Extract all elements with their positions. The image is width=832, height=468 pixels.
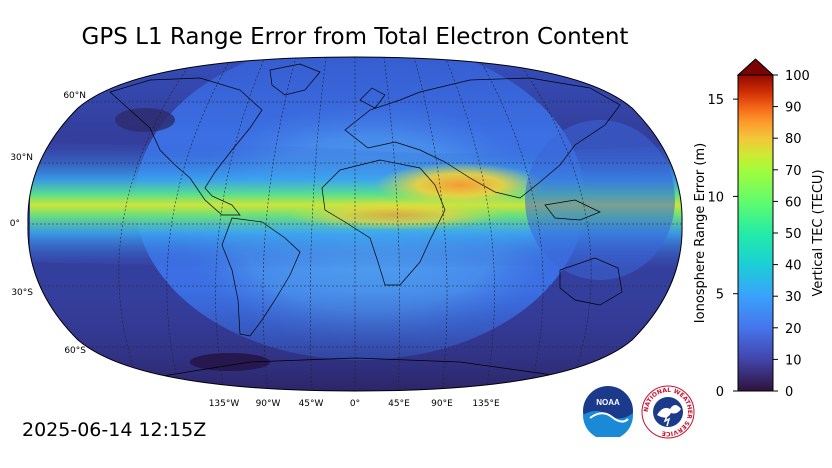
coastlines bbox=[109, 63, 623, 379]
noaa-logo: NOAA bbox=[583, 386, 633, 437]
right-tick-label: 30 bbox=[785, 290, 802, 305]
colorbar-right-axis-label: Vertical TEC (TECU) bbox=[811, 169, 826, 296]
graticule-lon-e1 bbox=[383, 57, 401, 391]
australia-coast bbox=[559, 257, 623, 306]
colorbar-left-axis-label: Ionosphere Range Error (m) bbox=[693, 143, 708, 323]
nws-logo: NATIONAL WEATHER SERVICE bbox=[641, 385, 695, 439]
right-tick-label: 0 bbox=[785, 385, 793, 400]
eurasia-coast bbox=[344, 77, 621, 199]
left-tick-label: 15 bbox=[707, 93, 724, 108]
africa-coast bbox=[321, 159, 446, 286]
right-tick-group: 0 10 20 30 40 50 60 70 80 90 100 bbox=[773, 69, 810, 400]
right-tick-label: 40 bbox=[785, 259, 802, 274]
graticule-lon-w2 bbox=[262, 57, 297, 391]
right-tick-label: 80 bbox=[785, 132, 802, 147]
right-tick-label: 100 bbox=[785, 69, 810, 84]
left-tick-label: 5 bbox=[716, 288, 724, 303]
lon-label-90e: 90°E bbox=[431, 399, 453, 409]
graticule-lon-e4 bbox=[479, 59, 544, 391]
north-america-coast bbox=[109, 77, 263, 216]
maritime-asia-coast bbox=[544, 199, 601, 221]
lon-label-90w: 90°W bbox=[256, 399, 281, 409]
south-america-coast bbox=[221, 217, 301, 337]
lat-label-60s: 60°S bbox=[64, 346, 86, 356]
right-tick-label: 50 bbox=[785, 227, 802, 242]
lon-label-0: 0° bbox=[350, 399, 360, 409]
graticule-lon-w1 bbox=[309, 57, 327, 391]
lat-label-0: 0° bbox=[10, 219, 20, 229]
right-tick-label: 90 bbox=[785, 101, 802, 116]
left-tick-label: 0 bbox=[716, 385, 724, 400]
noaa-logo-text: NOAA bbox=[596, 398, 620, 407]
graticule-lon-w3 bbox=[215, 57, 266, 391]
south-dark-spot bbox=[190, 353, 270, 371]
east-patch bbox=[525, 120, 675, 280]
scandinavia-coast bbox=[359, 87, 386, 109]
left-tick-group: 0 5 10 15 bbox=[707, 93, 738, 400]
timestamp-label: 2025-06-14 12:15Z bbox=[22, 419, 207, 441]
colorbar-gradient bbox=[737, 74, 774, 392]
graticule-lon-w4 bbox=[166, 59, 231, 391]
lon-label-135e: 135°E bbox=[472, 399, 500, 409]
nws-logo-cloud-icon bbox=[657, 405, 681, 418]
colorbar-extend-max-triangle bbox=[736, 58, 775, 76]
southern-crest-peak bbox=[285, 200, 505, 230]
lat-label-30n: 30°N bbox=[10, 153, 33, 163]
lon-label-45w: 45°W bbox=[299, 399, 324, 409]
nws-logo-lightning-icon bbox=[663, 412, 671, 427]
lat-label-30s: 30°S bbox=[11, 288, 33, 298]
right-tick-label: 70 bbox=[785, 164, 802, 179]
noaa-logo-wave bbox=[583, 411, 633, 437]
left-tick-label: 10 bbox=[707, 190, 724, 205]
lon-label-45e: 45°E bbox=[388, 399, 410, 409]
right-tick-label: 20 bbox=[785, 322, 802, 337]
lon-label-135w: 135°W bbox=[209, 399, 240, 409]
graticule-lon-w5 bbox=[118, 63, 191, 389]
right-tick-label: 10 bbox=[785, 353, 802, 368]
globe-outline bbox=[27, 56, 683, 392]
map-fill bbox=[27, 57, 683, 391]
greenland-coast bbox=[269, 63, 321, 96]
graticule-lon-e2 bbox=[413, 57, 448, 391]
northern-crest-peak bbox=[375, 163, 545, 207]
noaa-logo-bird bbox=[589, 412, 629, 423]
map-title: GPS L1 Range Error from Total Electron C… bbox=[81, 24, 629, 50]
lat-label-60n: 60°N bbox=[63, 91, 86, 101]
graticule-lon-e5 bbox=[519, 63, 592, 389]
right-tick-label: 60 bbox=[785, 195, 802, 210]
graticule-lon-e3 bbox=[444, 57, 495, 391]
graticule bbox=[27, 57, 683, 391]
north-dark-spot bbox=[115, 108, 175, 132]
